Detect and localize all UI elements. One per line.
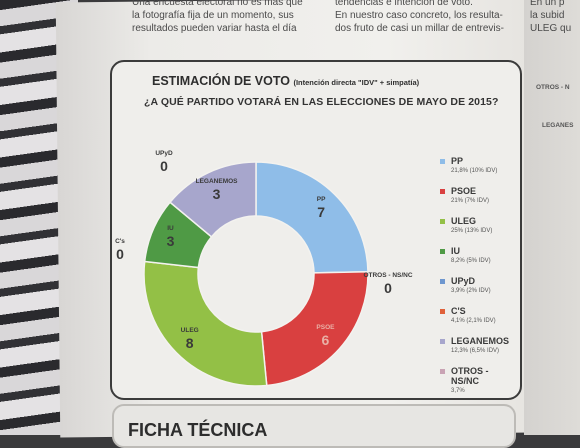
legend-value: 25% (13% IDV) bbox=[451, 228, 493, 234]
legend-value: 3,7% bbox=[451, 388, 465, 394]
legend-item: UPyD 3,9% (2% IDV) bbox=[440, 276, 530, 306]
legend-item: PP 21,8% (10% IDV) bbox=[440, 156, 530, 186]
right-snippet-otros: OTROS - N bbox=[536, 84, 570, 91]
chart-title: ESTIMACIÓN DE VOTO (Intención directa "I… bbox=[152, 74, 419, 88]
seat-count: 0 bbox=[384, 280, 392, 296]
legend-item: OTROS - NS/NC 3,7% bbox=[440, 366, 530, 402]
right-snippet-leganes: LEGANES bbox=[542, 122, 574, 129]
seat-label-name: UPyD bbox=[155, 150, 173, 157]
legend-name: IU bbox=[451, 246, 460, 256]
seat-count: 0 bbox=[116, 246, 124, 262]
donut-slice-uleg bbox=[143, 260, 268, 387]
legend-item: IU 8,2% (5% IDV) bbox=[440, 246, 530, 276]
chart-title-sub: (Intención directa "IDV" + simpatía) bbox=[293, 78, 420, 87]
legend-name: UPyD bbox=[451, 276, 476, 286]
legend-swatch bbox=[440, 339, 445, 344]
legend-value: 21,8% (10% IDV) bbox=[451, 168, 498, 174]
legend-swatch bbox=[440, 279, 445, 284]
technical-sheet-box: FICHA TÉCNICA bbox=[112, 404, 516, 448]
seat-label-name: LEGANEMOS bbox=[195, 177, 238, 185]
donut-slice-leganemos bbox=[168, 161, 257, 238]
legend-name: OTROS - NS/NC bbox=[451, 366, 489, 386]
column-text-middle: tendencias e intención de voto. En nuest… bbox=[335, 0, 504, 34]
seat-count: 8 bbox=[185, 335, 194, 352]
donut-slice-pp bbox=[255, 161, 369, 274]
donut-slice-psoe bbox=[260, 271, 369, 387]
vote-estimate-box: ESTIMACIÓN DE VOTO (Intención directa "I… bbox=[110, 60, 522, 400]
seat-label-name: C's bbox=[115, 238, 125, 245]
legend-name: C'S bbox=[451, 306, 466, 316]
seat-label-name: OTROS - NS/NC bbox=[363, 272, 413, 279]
legend-swatch bbox=[440, 219, 445, 224]
legend-value: 3,9% (2% IDV) bbox=[451, 288, 491, 294]
legend-item: C'S 4,1% (2,1% IDV) bbox=[440, 306, 530, 336]
legend-swatch bbox=[440, 309, 445, 314]
seat-label-name: ULEG bbox=[180, 327, 199, 335]
chart-question: ¿A QUÉ PARTIDO VOTARÁ EN LAS ELECCIONES … bbox=[144, 96, 499, 108]
legend-value: 8,2% (5% IDV) bbox=[451, 258, 491, 264]
seat-count: 0 bbox=[160, 158, 168, 174]
legend-name: ULEG bbox=[451, 216, 477, 226]
seat-count: 3 bbox=[166, 233, 175, 250]
legend-name: LEGANEMOS bbox=[451, 336, 510, 346]
legend-value: 21% (7% IDV) bbox=[451, 198, 490, 204]
legend-swatch bbox=[440, 249, 445, 254]
legend-name: PSOE bbox=[451, 186, 477, 196]
technical-sheet-title: FICHA TÉCNICA bbox=[128, 420, 268, 440]
seat-count: 6 bbox=[321, 331, 330, 348]
seat-label-name: IU bbox=[167, 225, 174, 233]
legend-swatch bbox=[440, 189, 445, 194]
seat-count: 3 bbox=[212, 185, 221, 202]
seat-label-name: PP bbox=[316, 195, 326, 203]
seat-count: 7 bbox=[317, 203, 325, 220]
newspaper-next-page bbox=[524, 0, 580, 435]
column-text-left: Una encuesta electoral no es más que la … bbox=[132, 0, 303, 34]
legend-name: PP bbox=[451, 156, 464, 166]
legend-value: 12,3% (6,5% IDV) bbox=[451, 348, 500, 354]
legend-swatch bbox=[440, 369, 445, 374]
legend-item: LEGANEMOS 12,3% (6,5% IDV) bbox=[440, 336, 530, 366]
chart-title-main: ESTIMACIÓN DE VOTO bbox=[152, 74, 290, 88]
chart-legend: PP 21,8% (10% IDV) PSOE 21% (7% IDV) ULEG 25%… bbox=[440, 156, 530, 402]
legend-swatch bbox=[440, 159, 445, 164]
donut-chart bbox=[143, 161, 369, 387]
legend-item: PSOE 21% (7% IDV) bbox=[440, 186, 530, 216]
column-text-right: En un p la subid ULEG qu bbox=[530, 0, 572, 34]
seat-label-name: PSOE bbox=[316, 323, 335, 331]
legend-item: ULEG 25% (13% IDV) bbox=[440, 216, 530, 246]
legend-value: 4,1% (2,1% IDV) bbox=[451, 318, 496, 324]
